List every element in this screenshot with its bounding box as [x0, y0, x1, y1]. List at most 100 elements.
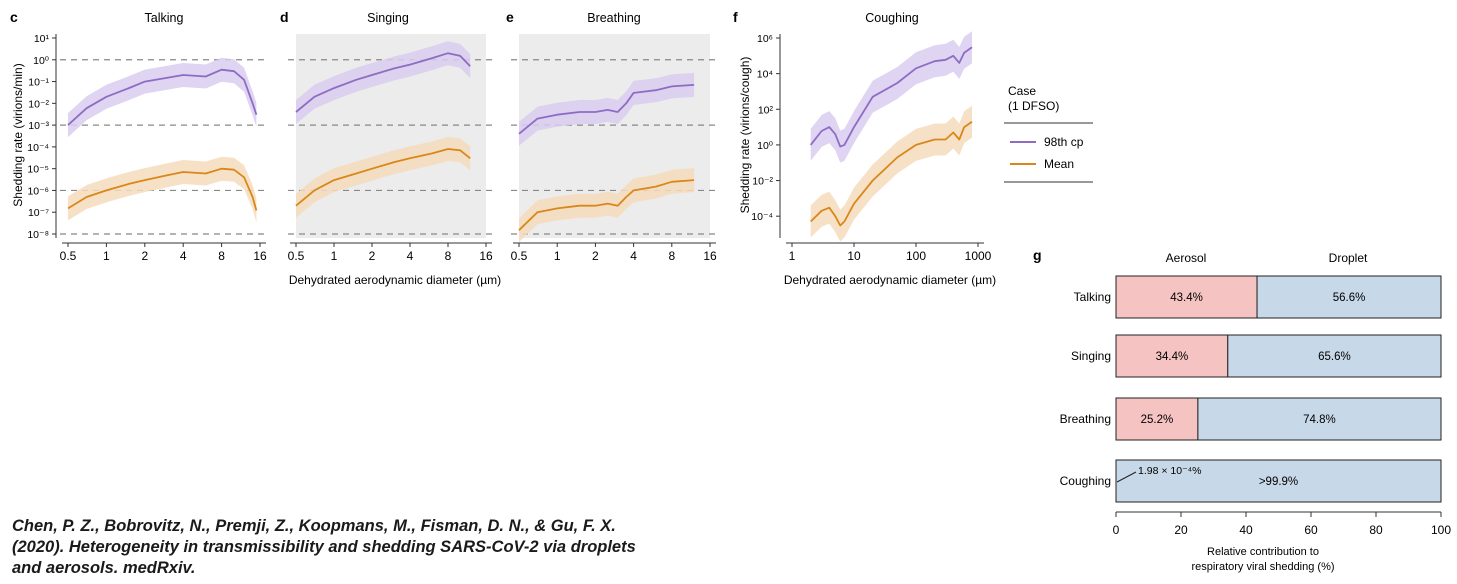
x-tick-label: 4 — [180, 249, 187, 263]
title-singing: Singing — [367, 11, 409, 25]
droplet-value-label: 65.6% — [1318, 351, 1351, 363]
confidence-band-mean — [519, 168, 695, 243]
panel-letter-f: f — [733, 9, 738, 25]
panel-letter-d: d — [280, 9, 289, 25]
x-tick-label: 10 — [847, 249, 861, 263]
panel-letter-c: c — [10, 9, 18, 25]
panel-letter-g: g — [1033, 247, 1042, 263]
x-tick-label: 2 — [141, 249, 148, 263]
g-xlabel-line1: Relative contribution to — [1207, 546, 1319, 558]
x-tick-label: 100 — [906, 249, 926, 263]
x-tick-label: 4 — [407, 249, 414, 263]
aerosol-value-label: 34.4% — [1156, 351, 1189, 363]
series-line-98th — [295, 52, 471, 113]
category-label: Coughing — [1060, 474, 1111, 488]
legend: Case (1 DFSO) 98th cp Mean — [1004, 84, 1093, 183]
x-tick-label: 1 — [331, 249, 338, 263]
confidence-band-98th — [296, 41, 471, 125]
g-header-aerosol: Aerosol — [1166, 251, 1207, 265]
y-tick-label: 10⁻¹ — [28, 77, 49, 89]
g-x-tick-label: 60 — [1304, 523, 1318, 537]
g-x-tick-label: 20 — [1174, 523, 1188, 537]
g-x-tick-label: 40 — [1239, 523, 1253, 537]
title-coughing: Coughing — [865, 11, 919, 25]
x-tick-label: 0.5 — [511, 249, 528, 263]
series-line-mean — [295, 148, 471, 207]
series-line-mean — [810, 120, 973, 227]
confidence-band-mean — [296, 137, 471, 218]
title-talking: Talking — [145, 11, 184, 25]
y-tick-label: 10⁶ — [757, 33, 773, 45]
confidence-band-98th — [68, 57, 257, 138]
y-tick-label: 10⁻⁴ — [27, 142, 49, 154]
x-tick-label: 8 — [445, 249, 452, 263]
xlabel-f: Dehydrated aerodynamic diameter (µm) — [784, 273, 996, 287]
bar-droplet — [1115, 459, 1442, 503]
y-tick-label: 10² — [758, 104, 774, 116]
bar-aerosol — [1115, 334, 1229, 378]
x-tick-label: 1000 — [965, 249, 992, 263]
bar-droplet — [1227, 334, 1442, 378]
series-line-mean — [67, 167, 258, 211]
x-tick-label: 16 — [253, 249, 267, 263]
panel-letter-e: e — [506, 9, 514, 25]
confidence-band-98th — [810, 31, 972, 163]
x-tick-label: 4 — [630, 249, 637, 263]
g-x-tick-label: 80 — [1369, 523, 1383, 537]
category-label: Breathing — [1060, 412, 1111, 426]
x-tick-label: 0.5 — [288, 249, 305, 263]
x-tick-label: 16 — [479, 249, 493, 263]
legend-label-98th: 98th cp — [1044, 135, 1084, 149]
series-line-98th — [67, 68, 258, 126]
ylabel-cde: Shedding rate (virions/min) — [11, 63, 25, 206]
confidence-band-mean — [68, 156, 257, 223]
droplet-value-label: 56.6% — [1333, 292, 1366, 304]
citation: Chen, P. Z., Bobrovitz, N., Premji, Z., … — [12, 516, 752, 579]
legend-title-line1: Case — [1008, 84, 1036, 98]
y-tick-label: 10⁻⁷ — [28, 207, 49, 219]
citation-line-2: (2020). Heterogeneity in transmissibilit… — [12, 538, 636, 556]
ylabel-f: Shedding rate (virions/cough) — [738, 57, 752, 214]
y-tick-label: 10⁻⁸ — [27, 229, 49, 241]
g-x-tick-label: 100 — [1431, 523, 1451, 537]
g-x-tick-label: 0 — [1113, 523, 1120, 537]
y-tick-label: 10⁻² — [28, 98, 49, 110]
y-tick-label: 10⁻² — [752, 176, 773, 188]
y-tick-label: 10⁰ — [757, 140, 774, 152]
aerosol-value-label: 43.4% — [1170, 292, 1203, 304]
g-xlabel-line2: respiratory viral shedding (%) — [1191, 561, 1334, 573]
x-tick-label: 1 — [554, 249, 561, 263]
citation-line-1: Chen, P. Z., Bobrovitz, N., Premji, Z., … — [12, 517, 616, 535]
x-tick-label: 2 — [592, 249, 599, 263]
series-line-98th — [518, 84, 695, 135]
y-tick-label: 10⁴ — [757, 69, 773, 81]
legend-label-mean: Mean — [1044, 157, 1074, 171]
y-tick-label: 10⁻⁴ — [751, 211, 773, 223]
droplet-value-label: 74.8% — [1303, 414, 1336, 426]
x-tick-label: 0.5 — [60, 249, 77, 263]
aerosol-value-label: 25.2% — [1141, 414, 1174, 426]
droplet-value-label: >99.9% — [1259, 476, 1298, 488]
g-header-droplet: Droplet — [1329, 251, 1368, 265]
y-tick-label: 10⁻⁵ — [27, 164, 49, 176]
x-tick-label: 16 — [703, 249, 717, 263]
xlabel-cde: Dehydrated aerodynamic diameter (µm) — [289, 273, 501, 287]
category-label: Singing — [1071, 349, 1111, 363]
bar-droplet — [1256, 275, 1442, 319]
aerosol-leader-line — [1116, 471, 1137, 483]
series-line-mean — [518, 179, 695, 231]
x-tick-label: 8 — [218, 249, 225, 263]
x-tick-label: 1 — [103, 249, 110, 263]
citation-line-3: and aerosols. medRxiv. — [12, 559, 196, 577]
legend-title-line2: (1 DFSO) — [1008, 99, 1059, 113]
y-tick-label: 10⁰ — [33, 55, 50, 67]
y-tick-label: 10¹ — [34, 33, 50, 45]
bar-droplet — [1197, 397, 1442, 441]
x-tick-label: 8 — [668, 249, 675, 263]
x-tick-label: 2 — [369, 249, 376, 263]
x-tick-label: 1 — [789, 249, 796, 263]
y-tick-label: 10⁻⁶ — [27, 185, 49, 197]
aerosol-value-label: 1.98 × 10⁻⁴% — [1138, 465, 1201, 477]
series-line-98th — [809, 46, 973, 148]
